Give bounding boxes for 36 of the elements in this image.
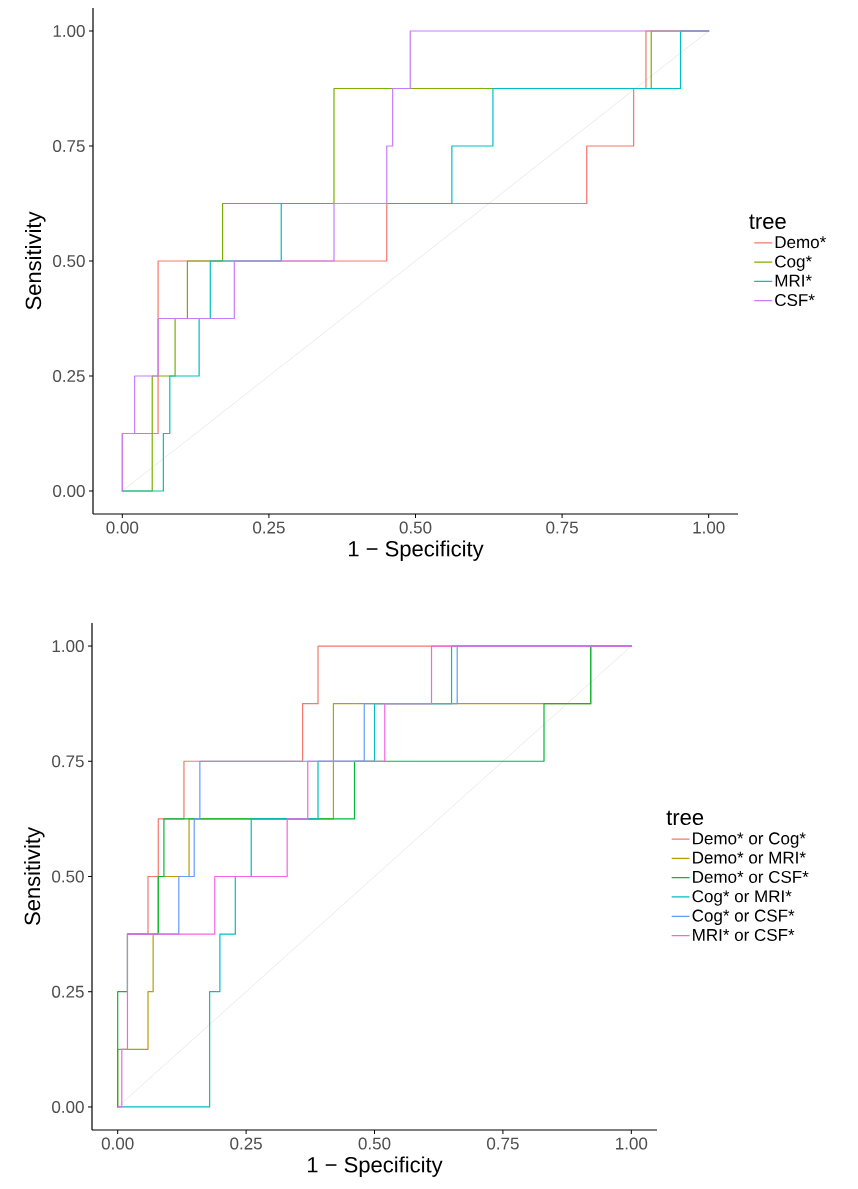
x-tick-label: 0.50	[358, 1137, 391, 1150]
y-tick-label: 0.50	[52, 870, 84, 883]
legend-label: MRI* or CSF*	[693, 928, 795, 941]
y-tick-label: 1.00	[53, 24, 85, 38]
y-tick-label: 1.00	[52, 640, 84, 653]
y-tick-label: 0.25	[53, 369, 85, 383]
y-tick-label: 0.75	[53, 139, 85, 153]
legend-label: Demo* or Cog*	[693, 832, 806, 848]
x-tick-label: 1.00	[616, 1137, 648, 1150]
y-axis-title: Sensitivity	[25, 211, 46, 310]
legend-label: Demo* or MRI*	[693, 851, 806, 864]
x-tick-label: 0.00	[106, 521, 139, 534]
legend-label: MRI*	[775, 274, 812, 287]
x-tick-label: 0.75	[546, 521, 578, 534]
x-tick-label: 0.25	[253, 521, 285, 534]
x-axis-title: 1 − Specificity	[349, 540, 484, 561]
x-tick-label: 0.75	[487, 1137, 519, 1150]
legend-label: Cog* or CSF*	[692, 909, 795, 925]
legend-label: Demo* or CSF*	[693, 870, 809, 883]
x-tick-label: 0.25	[230, 1137, 262, 1150]
legend-label: Cog*	[775, 255, 812, 271]
y-tick-label: 0.75	[52, 755, 84, 768]
legend-title: tree	[666, 810, 704, 826]
x-axis-title: 1 − Specificity	[308, 1156, 443, 1177]
legend-title: tree	[749, 214, 786, 230]
x-tick-label: 0.50	[399, 521, 432, 534]
x-tick-label: 0.00	[101, 1137, 134, 1150]
legend-label: CSF*	[775, 294, 815, 307]
y-axis-title: Sensitivity	[24, 827, 45, 926]
legend-label: Cog* or MRI*	[692, 890, 792, 906]
y-tick-label: 0.50	[53, 254, 85, 268]
y-tick-label: 0.25	[52, 985, 84, 998]
x-tick-label: 1.00	[693, 521, 725, 534]
y-tick-label: 0.00	[52, 1100, 84, 1113]
y-tick-label: 0.00	[53, 484, 85, 498]
legend-label: Demo*	[775, 236, 826, 249]
